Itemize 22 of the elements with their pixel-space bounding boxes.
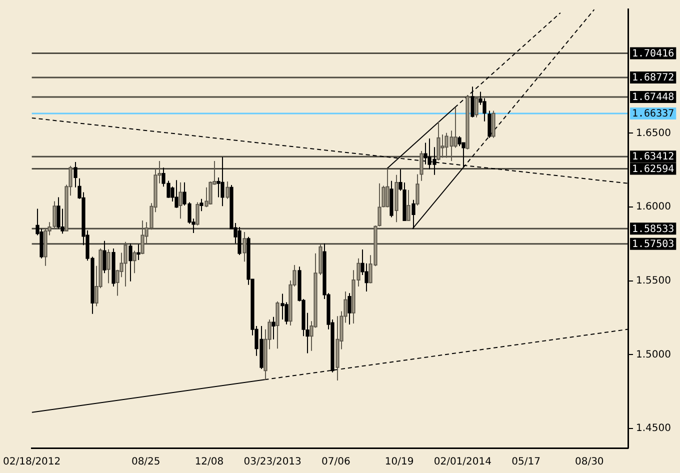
ref-line-label: 1.57503: [632, 238, 674, 250]
ref-line-label: 1.58533: [632, 224, 674, 235]
x-tick-label: 10/19: [384, 456, 414, 468]
x-tick-label: 12/08: [194, 456, 224, 468]
ref-line-label: 1.70416: [632, 48, 674, 60]
y-tick-label: 1.5000: [636, 349, 671, 360]
y-tick-label: 1.6000: [636, 202, 671, 213]
y-tick-label: 1.5500: [636, 275, 671, 286]
ref-line-label: 1.66337: [632, 108, 674, 120]
y-tick-label: 1.4500: [636, 423, 671, 434]
y-tick-label: 1.6500: [636, 128, 671, 139]
x-tick-label: 02/18/2012: [3, 456, 61, 468]
ref-line-label: 1.68772: [632, 72, 674, 84]
x-tick-label: 02/01/2014: [434, 456, 492, 468]
x-tick-label: 08/30: [574, 456, 604, 468]
x-tick-label: 05/17: [512, 456, 540, 468]
ref-line-label: 1.63412: [632, 152, 674, 163]
x-tick-label: 07/06: [322, 456, 350, 468]
x-tick-label: 08/25: [131, 456, 160, 468]
ref-line-label: 1.67448: [632, 92, 674, 104]
x-tick-label: 03/23/2013: [244, 456, 302, 468]
ref-line-label: 1.62594: [632, 164, 674, 175]
